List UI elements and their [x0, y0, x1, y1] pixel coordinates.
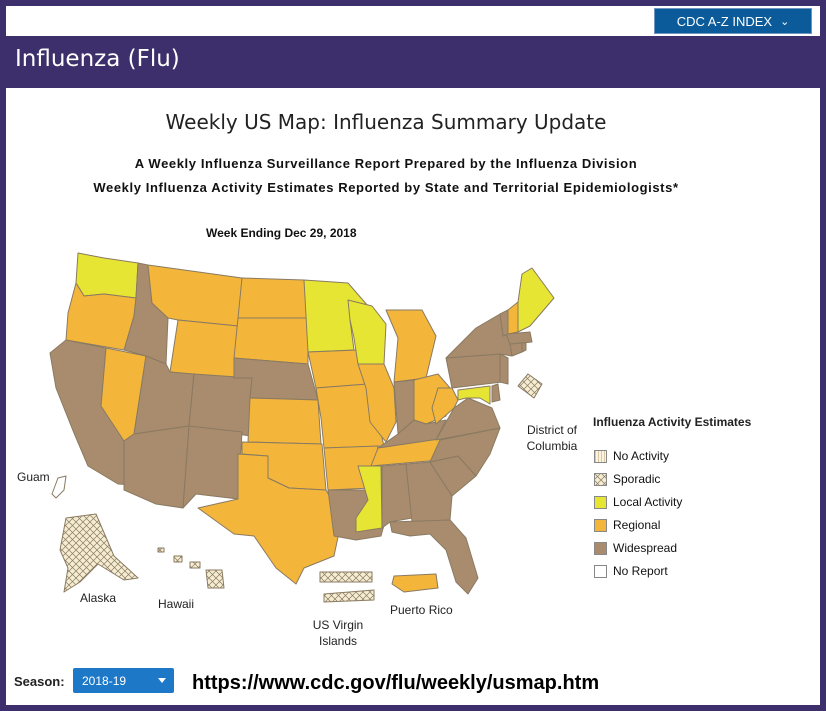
legend-label: Widespread — [613, 541, 678, 555]
state-hawaii[interactable] — [157, 547, 225, 589]
guam-label: Guam — [17, 470, 50, 484]
legend-swatch — [594, 495, 607, 509]
season-label: Season: — [14, 674, 65, 689]
caret-down-icon — [158, 678, 166, 683]
usvi-label: US Virgin Islands — [312, 618, 364, 648]
legend-title: Influenza Activity Estimates — [593, 415, 752, 429]
legend-item-no-activity: No Activity — [594, 449, 669, 463]
state-massachusetts[interactable] — [505, 331, 533, 345]
state-us-virgin-islands[interactable] — [319, 571, 375, 603]
state-puerto-rico[interactable] — [391, 573, 439, 593]
state-michigan[interactable] — [385, 309, 437, 383]
source-url: https://www.cdc.gov/flu/weekly/usmap.htm — [192, 672, 600, 694]
legend-item-sporadic: Sporadic — [594, 472, 660, 486]
state-south-dakota[interactable] — [233, 317, 309, 365]
state-virginia[interactable] — [435, 397, 501, 441]
map-title: Weekly US Map: Influenza Summary Update — [165, 110, 607, 134]
dc-label: District of Columbia — [526, 423, 578, 453]
legend-swatch — [594, 541, 607, 555]
cdc-az-index-button[interactable]: CDC A-Z INDEX ⌄ — [654, 8, 812, 34]
state-rhode-island[interactable] — [521, 341, 527, 353]
state-kansas[interactable] — [247, 397, 322, 445]
state-new-jersey[interactable] — [499, 353, 509, 385]
chevron-down-icon: ⌄ — [780, 15, 790, 28]
state-new-hampshire[interactable] — [507, 301, 519, 335]
state-north-dakota[interactable] — [237, 277, 309, 319]
map-subtitle-1: A Weekly Influenza Surveillance Report P… — [134, 156, 638, 171]
state-washington[interactable] — [75, 252, 139, 299]
state-texas[interactable] — [197, 453, 343, 585]
season-select[interactable]: 2018-19 — [73, 668, 174, 693]
state-alabama[interactable] — [381, 463, 413, 529]
alaska-label: Alaska — [80, 591, 117, 605]
state-wyoming[interactable] — [169, 319, 239, 379]
state-maryland[interactable] — [457, 385, 491, 405]
legend-swatch — [594, 518, 607, 532]
week-ending: Week Ending Dec 29, 2018 — [206, 226, 357, 240]
legend-item-regional: Regional — [594, 518, 660, 532]
legend-item-no-report: No Report — [594, 564, 668, 578]
state-alaska[interactable] — [59, 513, 139, 593]
state-florida[interactable] — [389, 519, 479, 595]
legend-swatch — [594, 564, 607, 578]
state-pennsylvania[interactable] — [445, 353, 503, 389]
legend-label: No Activity — [613, 449, 670, 463]
az-index-label: CDC A-Z INDEX — [676, 13, 773, 29]
map-subtitle-2: Weekly Influenza Activity Estimates Repo… — [93, 180, 679, 195]
state-maine[interactable] — [517, 267, 555, 333]
state-arizona[interactable] — [123, 425, 190, 509]
top-bar: CDC A-Z INDEX ⌄ — [6, 6, 820, 36]
legend-label: Sporadic — [613, 472, 661, 486]
legend-label: No Report — [613, 564, 668, 578]
puerto-rico-label: Puerto Rico — [390, 603, 453, 617]
state-georgia[interactable] — [405, 461, 453, 523]
state-guam[interactable] — [51, 475, 67, 499]
state-district-of-columbia[interactable] — [517, 373, 543, 399]
hawaii-label: Hawaii — [158, 597, 195, 611]
state-illinois[interactable] — [357, 363, 397, 443]
state-mississippi[interactable] — [355, 465, 383, 533]
legend-label: Regional — [613, 518, 661, 532]
legend-item-widespread: Widespread — [594, 541, 677, 555]
season-value: 2018-19 — [82, 673, 127, 688]
legend-label: Local Activity — [613, 495, 683, 509]
us-flu-map — [49, 252, 555, 603]
legend-swatch — [594, 472, 607, 486]
state-new-mexico[interactable] — [182, 425, 243, 509]
legend-item-local-activity: Local Activity — [594, 495, 682, 509]
legend-swatch — [594, 449, 607, 463]
content-panel: Weekly US Map: Influenza Summary Update … — [6, 88, 820, 705]
page-title: Influenza (Flu) — [15, 46, 180, 72]
state-delaware[interactable] — [491, 383, 501, 403]
